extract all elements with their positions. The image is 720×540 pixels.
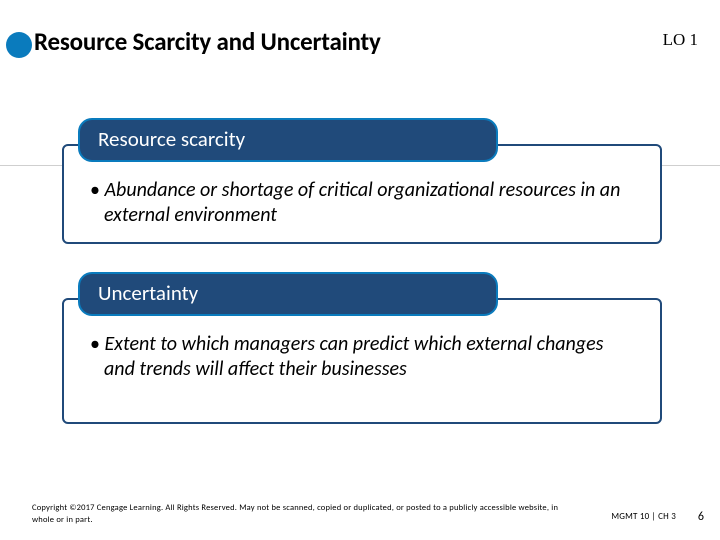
definition-body: Extent to which managers can predict whi… [64, 318, 660, 396]
definition-text: Abundance or shortage of critical organi… [90, 178, 638, 228]
definition-header-label: Uncertainty [98, 280, 198, 306]
slide: Resource Scarcity and Uncertainty LO 1 A… [0, 0, 720, 540]
page-title: Resource Scarcity and Uncertainty [34, 26, 381, 57]
title-bar: Resource Scarcity and Uncertainty LO 1 [0, 20, 720, 70]
definition-card-uncertainty: Extent to which managers can predict whi… [62, 298, 662, 424]
definition-header-label: Resource scarcity [98, 126, 245, 152]
definition-text: Extent to which managers can predict whi… [90, 332, 638, 382]
footer-chapter: MGMT 10 | CH 3 [611, 511, 676, 522]
copyright-text: Copyright ©2017 Cengage Learning. All Ri… [32, 503, 572, 526]
learning-objective: LO 1 [663, 30, 698, 50]
definition-header-scarcity: Resource scarcity [78, 118, 498, 162]
accent-dot [6, 32, 32, 58]
definition-header-uncertainty: Uncertainty [78, 272, 498, 316]
page-number: 6 [698, 510, 704, 524]
definition-body: Abundance or shortage of critical organi… [64, 164, 660, 242]
